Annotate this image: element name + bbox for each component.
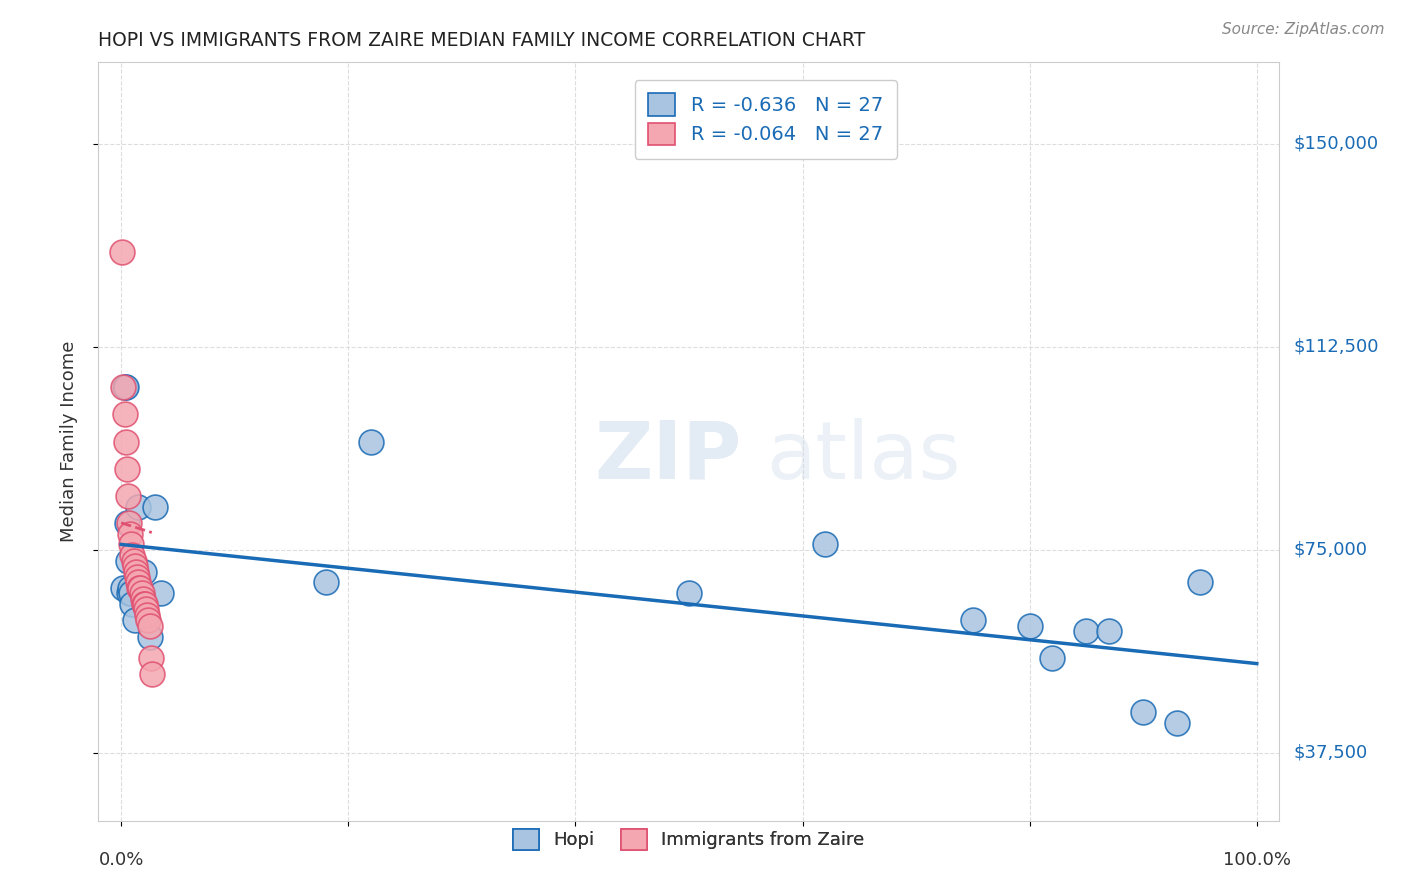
Point — [122, 554, 145, 568]
Point — [1166, 716, 1188, 731]
Point — [120, 586, 142, 600]
Point — [132, 565, 155, 579]
Point — [124, 613, 146, 627]
Point — [315, 575, 337, 590]
Point — [131, 586, 153, 600]
Point — [132, 591, 155, 606]
Point — [360, 434, 382, 449]
Point — [117, 554, 139, 568]
Point — [134, 597, 156, 611]
Text: $150,000: $150,000 — [1294, 135, 1378, 153]
Point — [124, 559, 146, 574]
Text: Source: ZipAtlas.com: Source: ZipAtlas.com — [1222, 22, 1385, 37]
Y-axis label: Median Family Income: Median Family Income — [59, 341, 77, 542]
Point — [143, 500, 166, 514]
Point — [121, 597, 143, 611]
Point — [127, 500, 149, 514]
Point — [1132, 706, 1154, 720]
Point — [141, 667, 163, 681]
Text: $37,500: $37,500 — [1294, 744, 1368, 762]
Text: 100.0%: 100.0% — [1223, 851, 1291, 869]
Point — [129, 581, 152, 595]
Text: 0.0%: 0.0% — [98, 851, 143, 869]
Point — [118, 516, 141, 530]
Point — [962, 613, 984, 627]
Legend: Hopi, Immigrants from Zaire: Hopi, Immigrants from Zaire — [506, 822, 872, 857]
Point — [114, 408, 136, 422]
Point — [120, 537, 142, 551]
Point — [138, 613, 160, 627]
Point — [125, 565, 148, 579]
Point — [1018, 618, 1040, 632]
Point — [112, 581, 135, 595]
Point — [1040, 651, 1063, 665]
Point — [127, 575, 149, 590]
Point — [678, 586, 700, 600]
Point — [1076, 624, 1098, 639]
Point — [117, 489, 139, 503]
Point — [138, 630, 160, 644]
Text: HOPI VS IMMIGRANTS FROM ZAIRE MEDIAN FAMILY INCOME CORRELATION CHART: HOPI VS IMMIGRANTS FROM ZAIRE MEDIAN FAM… — [98, 30, 866, 50]
Text: $112,500: $112,500 — [1294, 338, 1379, 356]
Point — [132, 597, 155, 611]
Point — [149, 586, 172, 600]
Point — [1098, 624, 1121, 639]
Point — [139, 651, 162, 665]
Point — [121, 548, 143, 563]
Point — [114, 380, 136, 394]
Text: atlas: atlas — [766, 417, 960, 496]
Text: ZIP: ZIP — [595, 417, 742, 496]
Point — [1188, 575, 1211, 590]
Point — [115, 461, 138, 475]
Point — [115, 516, 138, 530]
Point — [111, 244, 134, 259]
Point — [138, 618, 160, 632]
Point — [128, 581, 150, 595]
Text: $75,000: $75,000 — [1294, 541, 1368, 559]
Point — [114, 434, 136, 449]
Point — [136, 607, 159, 622]
Point — [135, 602, 157, 616]
Point — [120, 526, 142, 541]
Point — [114, 380, 136, 394]
Point — [118, 586, 141, 600]
Point — [125, 570, 148, 584]
Point — [112, 380, 135, 394]
Point — [120, 581, 142, 595]
Point — [814, 537, 837, 551]
